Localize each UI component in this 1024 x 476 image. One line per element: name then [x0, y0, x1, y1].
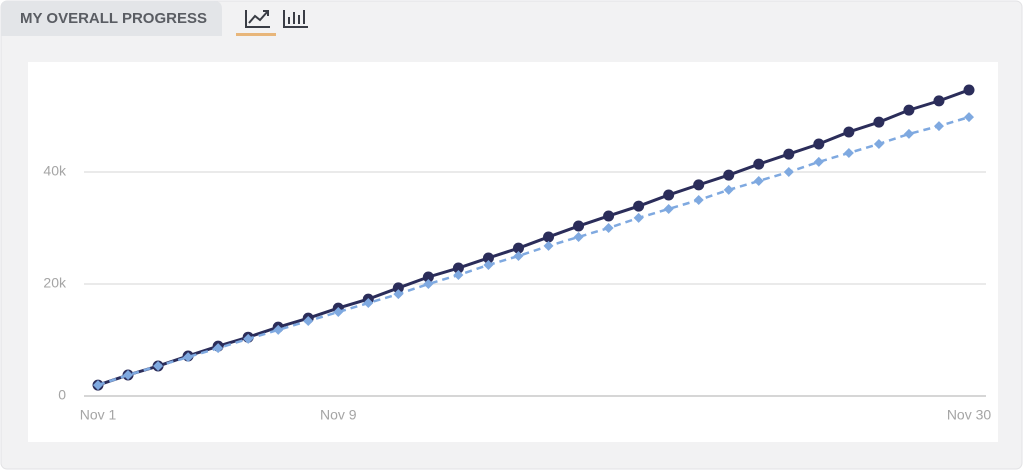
plot-area [28, 62, 998, 442]
point [513, 251, 524, 261]
y-tick-label: 0 [58, 387, 66, 403]
point [903, 104, 915, 116]
point [423, 279, 434, 289]
point [813, 156, 824, 167]
icon-bars [288, 10, 305, 24]
point [693, 195, 704, 205]
panel-title: MY OVERALL PROGRESS [20, 10, 207, 27]
y-tick-label: 40k [43, 163, 67, 179]
point [843, 126, 855, 138]
point [393, 289, 404, 300]
x-tick-label: Nov 1 [80, 407, 117, 423]
line-chart-icon[interactable] [245, 10, 270, 28]
point [933, 121, 944, 132]
x-tick-label: Nov 30 [947, 407, 992, 423]
point [903, 128, 914, 139]
point [633, 212, 644, 223]
point [422, 271, 434, 283]
point [843, 147, 854, 158]
point [753, 175, 764, 186]
point [183, 352, 194, 363]
point [723, 169, 735, 181]
point [452, 262, 464, 274]
point [303, 315, 314, 326]
point [153, 361, 164, 372]
point [93, 380, 103, 391]
icon-axis [245, 10, 270, 28]
point [964, 112, 974, 123]
point [873, 139, 884, 149]
icon-line [248, 10, 269, 24]
point [693, 179, 705, 191]
point [333, 307, 344, 317]
point [603, 210, 615, 222]
tab [1, 1, 222, 36]
point [482, 252, 494, 264]
point [783, 167, 794, 177]
point [392, 282, 404, 294]
point [123, 370, 134, 380]
point [603, 223, 614, 233]
point [243, 333, 254, 344]
point [753, 158, 765, 170]
bar-chart-icon[interactable] [283, 10, 308, 28]
point [453, 270, 464, 281]
point [663, 189, 675, 201]
point [363, 298, 374, 309]
chart: 0 20k 40k Nov 1 Nov 9 Nov 30 [43, 84, 992, 423]
x-tick-label: Nov 9 [320, 407, 357, 423]
point [573, 231, 584, 242]
point [873, 116, 885, 128]
point [963, 84, 975, 96]
point [273, 324, 284, 335]
point [723, 184, 734, 195]
active-underline [236, 33, 276, 36]
point [813, 138, 825, 150]
y-tick-label: 20k [43, 275, 67, 291]
point [633, 200, 645, 212]
point [543, 240, 554, 251]
point [543, 231, 555, 243]
point [483, 259, 494, 270]
point [783, 148, 795, 160]
series-line [97, 115, 970, 387]
point [213, 343, 224, 354]
point [512, 242, 524, 254]
point [933, 95, 945, 107]
icon-axis [283, 10, 308, 28]
point [663, 203, 674, 214]
point [573, 220, 585, 232]
